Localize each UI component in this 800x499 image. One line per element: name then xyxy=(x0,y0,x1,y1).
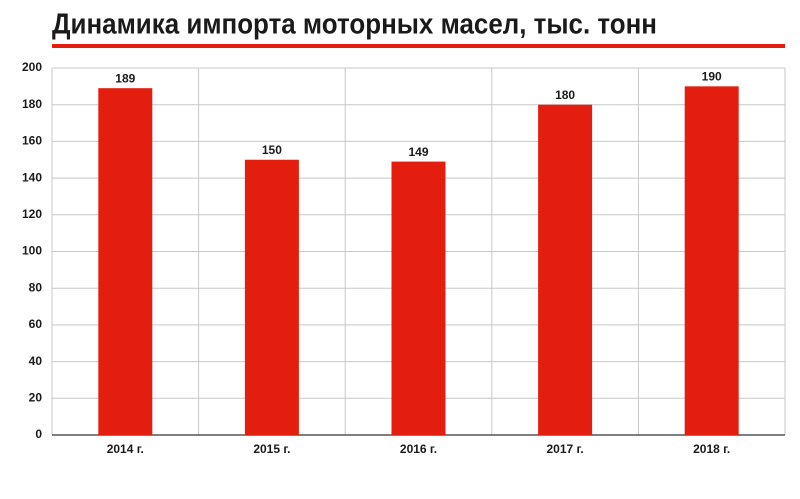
x-tick-label: 2014 г. xyxy=(107,442,144,456)
value-label: 149 xyxy=(408,145,428,159)
value-label: 180 xyxy=(555,88,575,102)
x-tick-label: 2015 г. xyxy=(253,442,290,456)
x-tick-label: 2016 г. xyxy=(400,442,437,456)
x-tick-label: 2017 г. xyxy=(547,442,584,456)
value-label: 189 xyxy=(115,71,135,85)
bar xyxy=(684,86,739,435)
y-tick-label: 160 xyxy=(22,134,42,148)
y-tick-label: 40 xyxy=(29,354,43,368)
value-label: 190 xyxy=(702,70,722,84)
y-tick-label: 100 xyxy=(22,244,42,258)
bar xyxy=(391,161,446,435)
bar xyxy=(98,88,153,435)
y-tick-label: 140 xyxy=(22,170,42,184)
title-underline xyxy=(52,44,785,48)
y-tick-label: 120 xyxy=(22,207,42,221)
y-tick-label: 60 xyxy=(29,317,43,331)
y-tick-label: 20 xyxy=(29,390,43,404)
y-tick-label: 180 xyxy=(22,97,42,111)
bar xyxy=(538,104,593,435)
chart-title: Динамика импорта моторных масел, тыс. то… xyxy=(52,9,657,41)
x-tick-label: 2018 г. xyxy=(693,442,730,456)
bar xyxy=(244,159,299,435)
y-tick-label: 200 xyxy=(22,60,42,74)
y-tick-label: 80 xyxy=(29,280,43,294)
y-tick-label: 0 xyxy=(35,427,42,441)
value-label: 150 xyxy=(262,143,282,157)
